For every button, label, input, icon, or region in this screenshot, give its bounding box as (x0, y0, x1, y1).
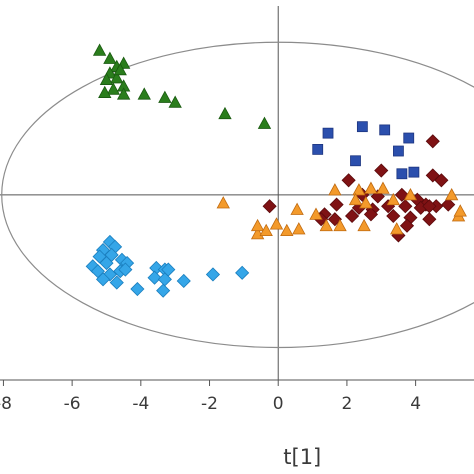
diamond-point (441, 197, 456, 212)
diamond-point (99, 256, 114, 271)
diamond-point (363, 207, 379, 222)
x-axis-title: t[1] (283, 445, 321, 469)
triangle-point (364, 181, 378, 194)
series-4 (216, 181, 467, 240)
triangle-point (168, 95, 182, 108)
x-tick-label: -4 (132, 394, 149, 414)
triangle-point (99, 72, 114, 85)
triangle-point (113, 62, 127, 76)
diamond-point (399, 218, 415, 233)
triangle-point (103, 51, 117, 64)
diamond-point (434, 173, 449, 188)
diamond-point (398, 199, 413, 214)
triangle-point (98, 85, 112, 98)
triangle-point (92, 43, 107, 56)
triangle-point (292, 222, 306, 235)
triangle-point (352, 183, 366, 196)
square-point (356, 121, 368, 133)
diamond-point (176, 273, 191, 289)
square-point (393, 145, 404, 157)
triangle-point (250, 218, 265, 232)
diamond-point (386, 208, 401, 224)
square-point (408, 166, 420, 178)
x-tick-label: 2 (341, 394, 352, 414)
x-tick-label: -6 (64, 394, 81, 414)
diamond-point (147, 270, 162, 285)
triangle-point (309, 207, 323, 220)
x-tick-label: 4 (410, 394, 421, 414)
square-point (403, 132, 415, 144)
x-tick-label: -8 (0, 394, 12, 414)
triangle-point (269, 217, 284, 230)
triangle-point (403, 188, 418, 201)
diamond-point (205, 267, 221, 282)
triangle-point (116, 87, 131, 100)
triangle-point (319, 218, 333, 232)
triangle-point (453, 204, 467, 217)
triangle-point (158, 90, 172, 103)
triangle-point (137, 87, 151, 100)
triangle-point (216, 196, 230, 209)
confidence-ellipse (1, 41, 474, 349)
diamond-point (422, 212, 437, 227)
triangle-point (280, 223, 294, 236)
series-1 (92, 43, 272, 129)
triangle-point (110, 71, 124, 84)
series-2 (312, 121, 420, 180)
diamond-point (425, 134, 440, 149)
diamond-point (329, 197, 344, 212)
diamond-point (118, 262, 133, 277)
square-point (322, 127, 334, 139)
square-point (379, 124, 391, 136)
series-5 (85, 234, 250, 298)
diamond-point (161, 262, 176, 277)
triangle-point (257, 116, 272, 129)
triangle-point (218, 106, 232, 120)
triangle-point (259, 223, 273, 236)
triangle-point (348, 192, 363, 206)
triangle-point (376, 181, 390, 194)
diamond-point (262, 199, 277, 214)
triangle-point (333, 218, 347, 232)
square-point (396, 168, 408, 180)
triangle-point (359, 196, 373, 209)
diamond-point (156, 283, 171, 298)
diamond-point (374, 163, 389, 178)
diamond-point (95, 272, 111, 287)
triangle-point (106, 82, 121, 95)
triangle-point (390, 222, 404, 235)
square-point (312, 144, 324, 155)
diamond-point (109, 275, 124, 290)
data-points (85, 43, 467, 298)
triangle-point (357, 218, 371, 232)
x-tick-label: 0 (273, 394, 284, 414)
x-axis-ticks: -8 -6 -4 -2 0 2 4 (0, 380, 421, 414)
triangle-point (386, 192, 400, 206)
diamond-point (344, 208, 360, 224)
triangle-point (328, 183, 342, 196)
diamond-point (235, 265, 250, 280)
triangle-point (445, 188, 459, 201)
x-tick-label: -2 (201, 394, 218, 414)
diamond-point (130, 281, 145, 297)
triangle-point (250, 227, 265, 240)
square-point (350, 155, 361, 167)
triangle-point (290, 202, 304, 215)
diamond-point (341, 173, 356, 188)
